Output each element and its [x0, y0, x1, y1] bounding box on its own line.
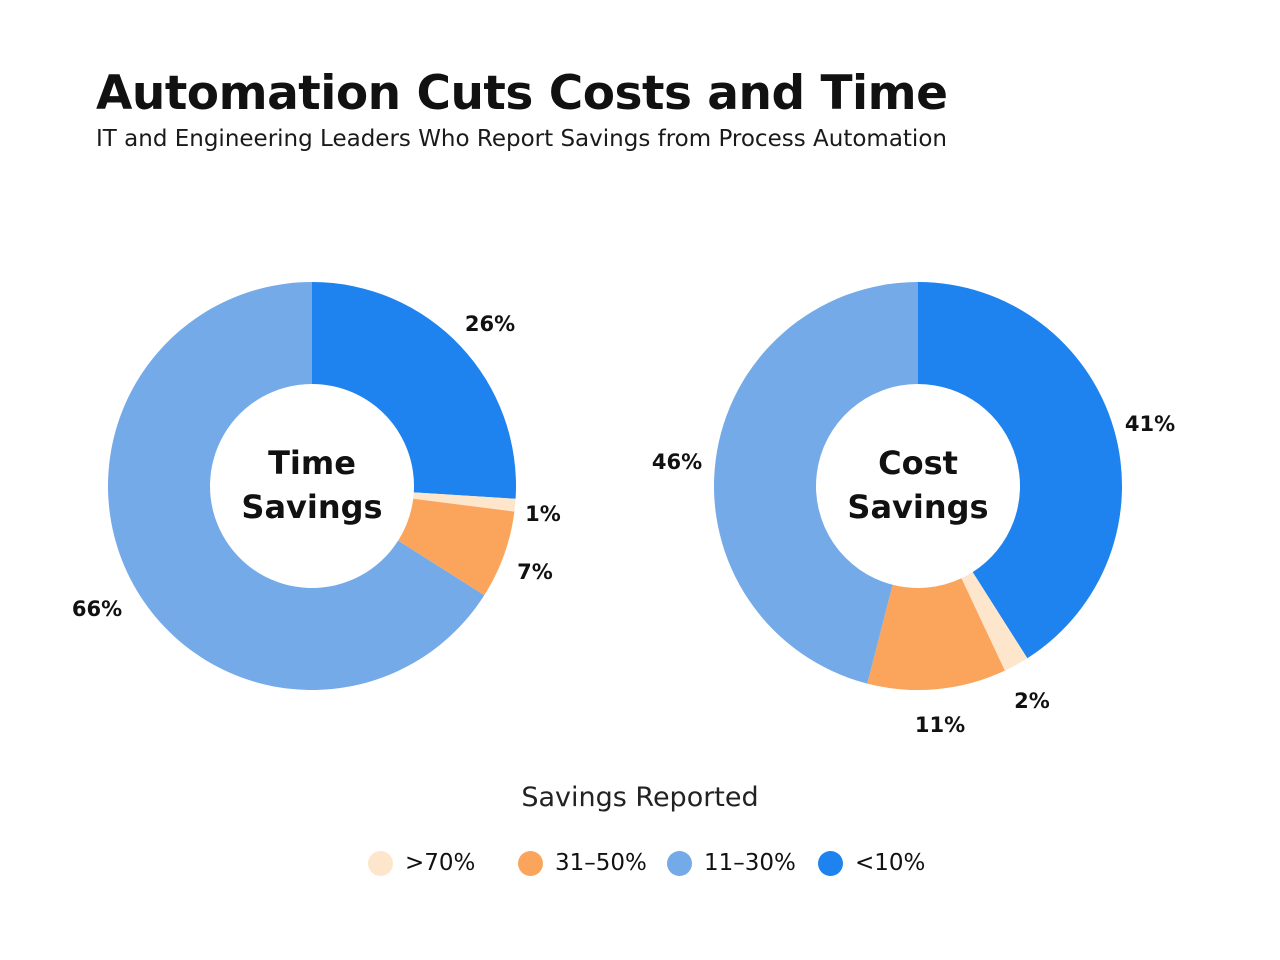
donut-center-label: Savings — [241, 488, 382, 526]
legend: >70% 31–50% 11–30% <10% — [0, 848, 1280, 878]
chart-subtitle: IT and Engineering Leaders Who Report Sa… — [96, 126, 947, 152]
donut-center-label: Savings — [847, 488, 988, 526]
donut-cost-savings — [714, 282, 1123, 690]
legend-label: 11–30% — [704, 850, 796, 876]
legend-item-gt70: >70% — [368, 848, 475, 878]
legend-item-31-50: 31–50% — [518, 848, 647, 878]
donut-slice — [714, 282, 918, 684]
chart-title: Automation Cuts Costs and Time — [96, 66, 948, 121]
legend-item-lt10: <10% — [818, 848, 925, 878]
donut-slice — [312, 282, 516, 499]
legend-label: 31–50% — [555, 850, 647, 876]
slice-data-label: 41% — [1125, 412, 1175, 436]
donut-slice — [867, 578, 1005, 690]
slice-data-label: 66% — [72, 597, 122, 621]
slice-data-label: 2% — [1014, 689, 1050, 713]
slice-data-label: 26% — [465, 312, 515, 336]
slice-data-label: 1% — [525, 502, 561, 526]
donut-time-savings — [107, 282, 516, 690]
donut-center-label: Time — [268, 444, 356, 482]
legend-swatch — [818, 850, 843, 876]
donut-slice — [413, 492, 516, 512]
donut-slice — [398, 498, 515, 596]
slice-data-label: 46% — [652, 450, 702, 474]
donut-slice — [918, 282, 1123, 659]
slice-data-label: 7% — [517, 560, 553, 584]
slice-data-label: 11% — [915, 713, 965, 737]
legend-item-11-30: 11–30% — [667, 848, 796, 878]
legend-label: >70% — [405, 850, 476, 876]
legend-title: Savings Reported — [521, 782, 759, 813]
donut-center-label: Cost — [878, 444, 958, 482]
legend-swatch — [518, 850, 543, 876]
donut-slice — [107, 282, 485, 690]
legend-swatch — [667, 850, 692, 876]
donut-slice — [961, 572, 1028, 671]
legend-label: <10% — [855, 850, 926, 876]
legend-swatch — [368, 850, 393, 876]
